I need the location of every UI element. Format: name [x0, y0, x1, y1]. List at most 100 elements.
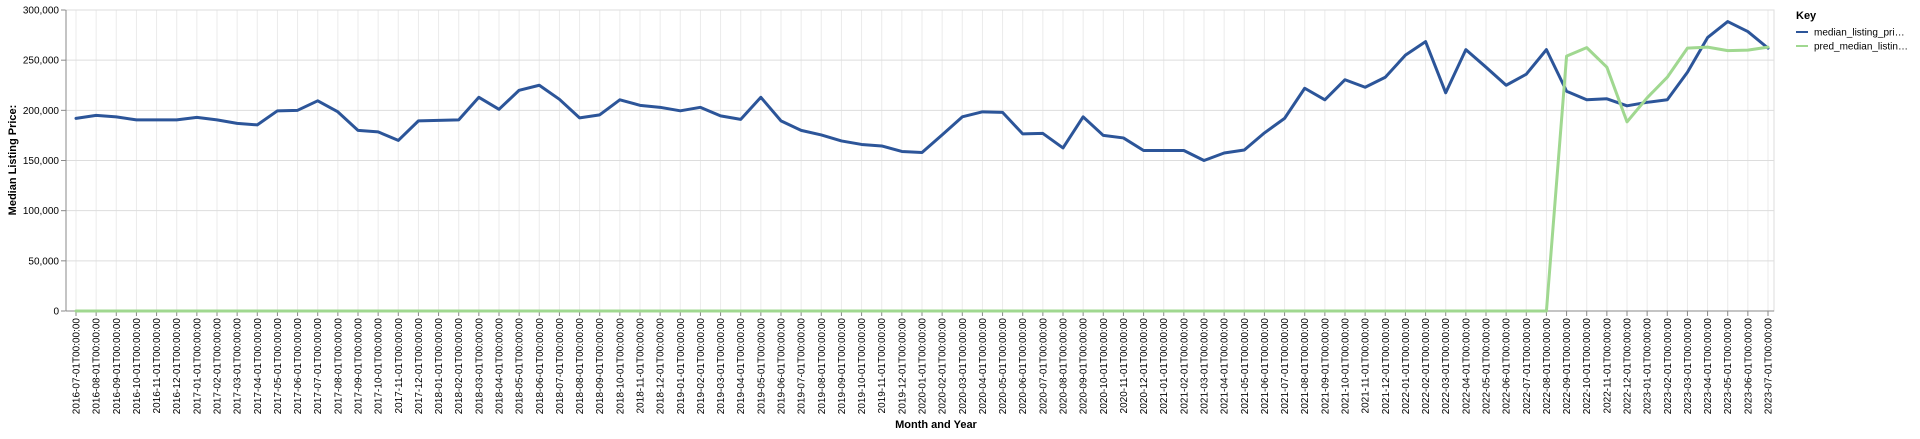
- y-axis-title: Median Listing Price:: [7, 105, 19, 216]
- x-tick-label: 2019-05-01T00:00:00: [756, 318, 767, 415]
- x-tick-label: 2016-12-01T00:00:00: [172, 318, 183, 415]
- x-tick-label: 2020-09-01T00:00:00: [1079, 318, 1090, 415]
- x-axis-title: Month and Year: [895, 419, 977, 431]
- x-tick-label: 2019-04-01T00:00:00: [736, 318, 747, 415]
- x-tick-label: 2019-01-01T00:00:00: [676, 318, 687, 415]
- x-tick-label: 2021-10-01T00:00:00: [1341, 318, 1352, 415]
- y-tick-label: 250,000: [23, 56, 60, 67]
- x-tick-label: 2018-10-01T00:00:00: [615, 318, 626, 415]
- x-tick-label: 2018-04-01T00:00:00: [495, 318, 506, 415]
- x-tick-label: 2020-12-01T00:00:00: [1139, 318, 1150, 415]
- x-tick-label: 2017-06-01T00:00:00: [293, 318, 304, 415]
- x-tick-label: 2017-10-01T00:00:00: [374, 318, 385, 415]
- x-tick-label: 2021-04-01T00:00:00: [1220, 318, 1231, 415]
- series-line-1: [74, 45, 1770, 313]
- y-tick-label: 0: [53, 307, 59, 318]
- series-lines: [74, 20, 1770, 313]
- x-tick-label: 2023-03-01T00:00:00: [1683, 318, 1694, 415]
- x-tick-label: 2019-10-01T00:00:00: [857, 318, 868, 415]
- y-tick-label: 50,000: [28, 256, 59, 267]
- series-line-0: [74, 20, 1770, 162]
- x-tick-label: 2022-12-01T00:00:00: [1623, 318, 1634, 415]
- x-tick-label: 2022-01-01T00:00:00: [1401, 318, 1412, 415]
- x-tick-label: 2020-03-01T00:00:00: [958, 318, 969, 415]
- x-tick-label: 2020-02-01T00:00:00: [938, 318, 949, 415]
- grid-lines: [66, 9, 1774, 312]
- x-tick-label: 2018-05-01T00:00:00: [515, 318, 526, 415]
- x-tick-label: 2019-02-01T00:00:00: [696, 318, 707, 415]
- x-tick-label: 2020-08-01T00:00:00: [1059, 318, 1070, 415]
- x-tick-label: 2016-11-01T00:00:00: [152, 318, 163, 414]
- x-tick-label: 2018-01-01T00:00:00: [434, 318, 445, 415]
- x-tick-label: 2021-01-01T00:00:00: [1159, 318, 1170, 415]
- x-tick-label: 2023-04-01T00:00:00: [1703, 318, 1714, 415]
- x-tick-label: 2019-03-01T00:00:00: [716, 318, 727, 415]
- x-tick-label: 2017-12-01T00:00:00: [414, 318, 425, 415]
- x-tick-label: 2022-03-01T00:00:00: [1441, 318, 1452, 415]
- legend-label-1: pred_median_listin…: [1814, 42, 1908, 53]
- axes: 0 50,000 100,000 150,000 200,000 250,000 300,0…: [23, 6, 1775, 415]
- x-tick-label: 2022-10-01T00:00:00: [1582, 318, 1593, 415]
- x-tick-label: 2019-09-01T00:00:00: [837, 318, 848, 415]
- x-tick-label: 2016-09-01T00:00:00: [112, 318, 123, 415]
- x-tick-label: 2020-11-01T00:00:00: [1119, 318, 1130, 414]
- x-tick-label: 2018-06-01T00:00:00: [535, 318, 546, 415]
- x-tick-label: 2022-02-01T00:00:00: [1421, 318, 1432, 415]
- x-tick-label: 2023-02-01T00:00:00: [1663, 318, 1674, 415]
- x-tick-label: 2020-06-01T00:00:00: [1018, 318, 1029, 415]
- x-tick-label: 2022-05-01T00:00:00: [1482, 318, 1493, 415]
- x-tick-label: 2023-07-01T00:00:00: [1764, 318, 1775, 415]
- x-tick-label: 2018-11-01T00:00:00: [636, 318, 647, 414]
- x-tick-label: 2019-12-01T00:00:00: [897, 318, 908, 415]
- x-tick-label: 2017-07-01T00:00:00: [313, 318, 324, 415]
- x-tick-label: 2022-09-01T00:00:00: [1562, 318, 1573, 415]
- x-tick-label: 2016-07-01T00:00:00: [72, 318, 83, 415]
- x-tick-label: 2017-01-01T00:00:00: [192, 318, 203, 415]
- x-tick-label: 2023-01-01T00:00:00: [1643, 318, 1654, 415]
- y-tick-label: 200,000: [23, 106, 60, 117]
- x-tick-label: 2021-12-01T00:00:00: [1381, 318, 1392, 415]
- x-tick-label: 2017-03-01T00:00:00: [233, 318, 244, 415]
- x-tick-label: 2017-08-01T00:00:00: [333, 318, 344, 415]
- x-tick-label: 2021-09-01T00:00:00: [1320, 318, 1331, 415]
- legend-title: Key: [1796, 10, 1817, 22]
- x-tick-label: 2018-02-01T00:00:00: [454, 318, 465, 415]
- y-tick-label: 300,000: [23, 6, 60, 17]
- legend: Key median_listing_pri… pred_median_listi…: [1796, 10, 1908, 53]
- x-tick-label: 2018-03-01T00:00:00: [474, 318, 485, 415]
- x-tick-label: 2017-02-01T00:00:00: [213, 318, 224, 415]
- x-tick-label: 2020-04-01T00:00:00: [978, 318, 989, 415]
- x-tick-label: 2019-06-01T00:00:00: [777, 318, 788, 415]
- x-tick-label: 2021-03-01T00:00:00: [1200, 318, 1211, 415]
- x-tick-label: 2017-04-01T00:00:00: [253, 318, 264, 415]
- x-tick-label: 2023-05-01T00:00:00: [1723, 318, 1734, 415]
- legend-items: median_listing_pri… pred_median_listin…: [1796, 28, 1908, 53]
- x-tick-label: 2022-11-01T00:00:00: [1602, 318, 1613, 414]
- x-tick-label: 2019-07-01T00:00:00: [797, 318, 808, 415]
- x-tick-label: 2023-06-01T00:00:00: [1743, 318, 1754, 415]
- x-tick-label: 2021-11-01T00:00:00: [1361, 318, 1372, 414]
- legend-label-0: median_listing_pri…: [1814, 28, 1905, 39]
- x-tick-label: 2021-06-01T00:00:00: [1260, 318, 1271, 415]
- x-tick-label: 2016-10-01T00:00:00: [132, 318, 143, 415]
- x-tick-label: 2021-08-01T00:00:00: [1300, 318, 1311, 415]
- y-tick-label: 100,000: [23, 206, 60, 217]
- x-tick-label: 2020-07-01T00:00:00: [1038, 318, 1049, 415]
- y-tick-label: 150,000: [23, 156, 60, 167]
- x-tick-label: 2017-11-01T00:00:00: [394, 318, 405, 414]
- x-tick-label: 2018-08-01T00:00:00: [575, 318, 586, 415]
- x-tick-label: 2020-01-01T00:00:00: [918, 318, 929, 415]
- x-tick-label: 2021-07-01T00:00:00: [1280, 318, 1291, 415]
- x-tick-label: 2020-10-01T00:00:00: [1099, 318, 1110, 415]
- x-tick-label: 2022-08-01T00:00:00: [1542, 318, 1553, 415]
- x-tick-label: 2017-09-01T00:00:00: [354, 318, 365, 415]
- x-tick-label: 2022-07-01T00:00:00: [1522, 318, 1533, 415]
- x-tick-label: 2018-07-01T00:00:00: [555, 318, 566, 415]
- x-tick-label: 2016-08-01T00:00:00: [92, 318, 103, 415]
- x-tick-label: 2021-05-01T00:00:00: [1240, 318, 1251, 415]
- x-tick-label: 2019-08-01T00:00:00: [817, 318, 828, 415]
- x-tick-label: 2018-12-01T00:00:00: [656, 318, 667, 415]
- x-tick-label: 2022-04-01T00:00:00: [1461, 318, 1472, 415]
